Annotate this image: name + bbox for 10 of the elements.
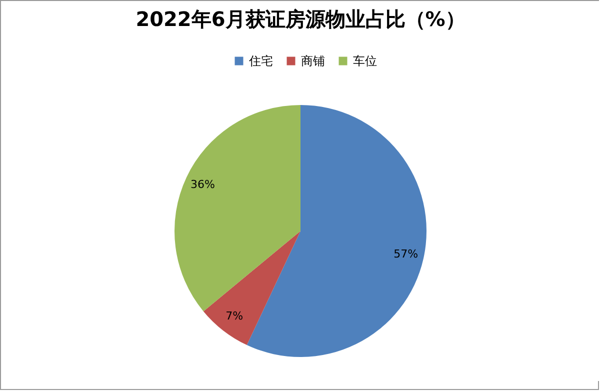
legend-label: 商铺 xyxy=(301,54,325,68)
data-label: 7% xyxy=(226,309,244,322)
pie-slice xyxy=(246,105,426,357)
data-label: 57% xyxy=(394,248,418,261)
legend-label: 住宅 xyxy=(248,54,273,68)
data-label: 36% xyxy=(190,178,216,192)
pie-slice xyxy=(174,105,300,312)
chart-title: 2022年6月获证房源物业占比（%） xyxy=(136,7,466,31)
pie-slice xyxy=(203,231,300,346)
legend-label: 车位 xyxy=(353,54,377,68)
